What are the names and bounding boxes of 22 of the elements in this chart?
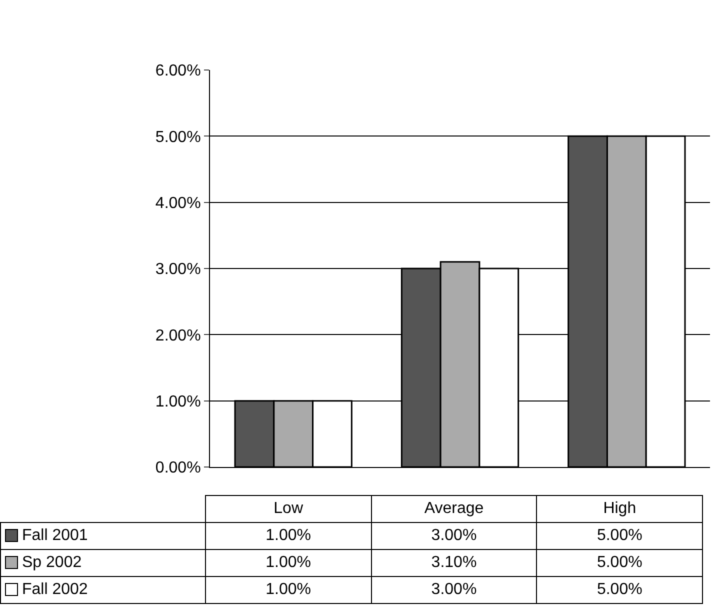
- data-label: 5.00%: [536, 522, 702, 550]
- data-label: 5.00%: [536, 550, 702, 576]
- x-tick-label: High: [536, 496, 702, 522]
- data-label: 1.00%: [206, 522, 372, 550]
- y-tick-label: 0.00%: [155, 460, 201, 477]
- y-tick-label: 4.00%: [155, 194, 201, 212]
- x-tick-label: Low: [206, 496, 372, 522]
- data-label: 1.00%: [206, 550, 372, 576]
- data-label: 3.00%: [371, 522, 537, 550]
- legend-label: Fall 2002: [22, 581, 88, 598]
- data-label: 3.10%: [371, 550, 537, 576]
- y-tick-label: 6.00%: [155, 62, 201, 80]
- legend-label: Sp 2002: [22, 554, 82, 571]
- y-tick-label: 1.00%: [155, 393, 201, 410]
- data-label: 1.00%: [206, 576, 372, 604]
- y-tick-label: 5.00%: [155, 128, 201, 146]
- data-label: 5.00%: [536, 576, 702, 604]
- data-label: 3.00%: [371, 576, 537, 604]
- x-tick-label: Average: [371, 496, 537, 522]
- y-tick-label: 3.00%: [155, 261, 201, 278]
- legend-label: Fall 2001: [22, 527, 88, 544]
- y-tick-label: 2.00%: [155, 327, 201, 344]
